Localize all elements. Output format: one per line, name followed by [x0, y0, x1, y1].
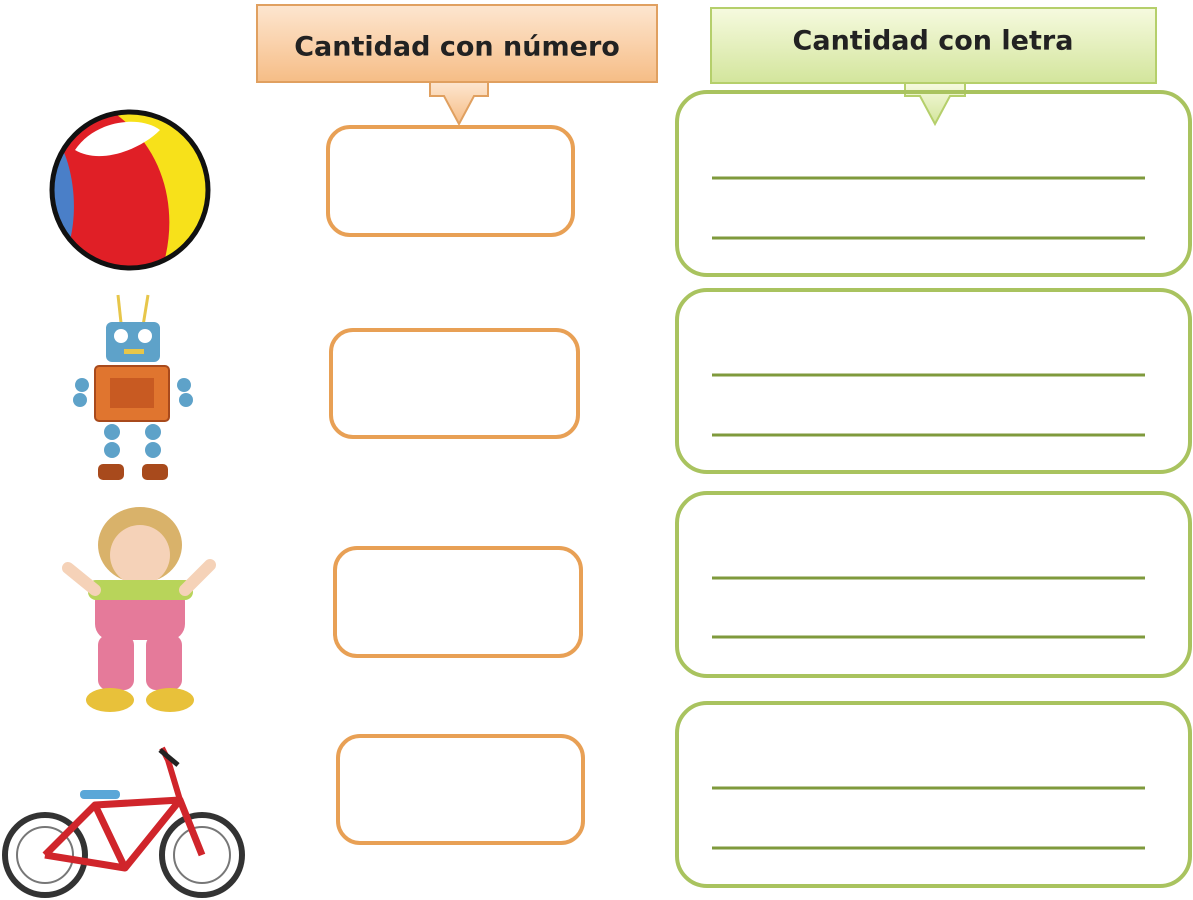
header-text: Cantidad con letra	[793, 26, 1074, 57]
bicycle-image	[2, 746, 245, 898]
robot-image	[73, 294, 193, 480]
header-letter: Cantidad con letra	[710, 7, 1157, 127]
header-text: Cantidad con número	[294, 32, 620, 63]
number-box[interactable]	[329, 328, 580, 439]
letter-box[interactable]	[675, 288, 1192, 474]
header-arrow	[904, 82, 966, 127]
ball-image	[49, 109, 211, 271]
number-box[interactable]	[326, 125, 575, 237]
letter-box[interactable]	[675, 90, 1192, 277]
number-box[interactable]	[336, 734, 585, 845]
doll-image	[62, 507, 216, 712]
number-box[interactable]	[333, 546, 583, 658]
header-box	[256, 4, 658, 83]
header-number: Cantidad con número	[256, 4, 658, 127]
header-box	[710, 7, 1157, 84]
header-arrow	[429, 81, 489, 127]
letter-box[interactable]	[675, 491, 1192, 678]
letter-box[interactable]	[675, 701, 1192, 888]
